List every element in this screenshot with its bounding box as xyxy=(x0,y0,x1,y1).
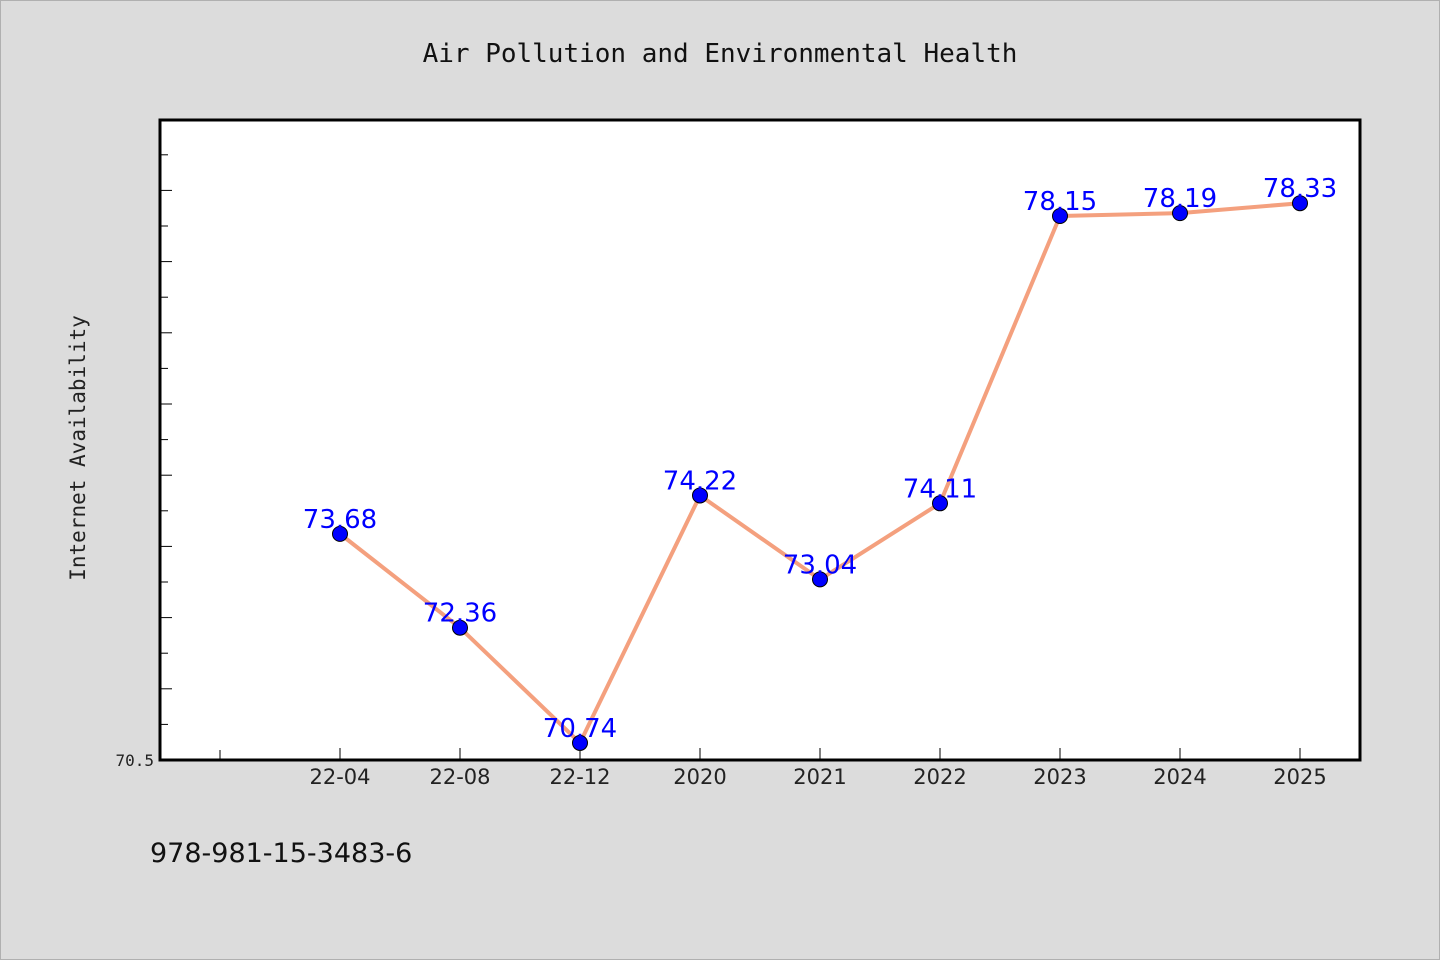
x-tick-label: 2021 xyxy=(793,765,846,789)
data-point xyxy=(332,525,348,542)
data-markers xyxy=(332,195,1308,751)
data-point xyxy=(812,571,828,588)
footnote-isbn: 978-981-15-3483-6 xyxy=(150,838,412,869)
data-label: 78.15 xyxy=(1023,187,1097,217)
data-label: 74.22 xyxy=(663,466,737,496)
data-label: 70.74 xyxy=(543,714,617,744)
plot-border xyxy=(158,118,1362,762)
y-tick-label: 70.5 xyxy=(115,751,154,770)
x-tick-label: 2024 xyxy=(1153,765,1206,789)
x-tick-label: 22-04 xyxy=(309,765,370,789)
data-label: 78.33 xyxy=(1263,174,1337,204)
data-point xyxy=(1292,195,1308,212)
data-label: 78.19 xyxy=(1143,184,1217,214)
y-axis-label: Internet Availability xyxy=(66,315,90,581)
x-tick-label: 2023 xyxy=(1033,765,1086,789)
data-label: 72.36 xyxy=(423,599,497,629)
x-tick-label: 22-08 xyxy=(429,765,490,789)
x-tick-label: 22-12 xyxy=(549,765,610,789)
data-label: 73.68 xyxy=(303,505,377,535)
x-tick-label: 2020 xyxy=(673,765,726,789)
data-labels: 73.68 72.36 70.74 74.22 73.04 74.11 78.15 78.19… xyxy=(303,174,1337,744)
data-point xyxy=(572,734,588,751)
chart-title: Air Pollution and Environmental Health xyxy=(423,39,1018,69)
data-point xyxy=(1052,208,1068,224)
data-label: 73.04 xyxy=(783,550,857,580)
data-label: 74.11 xyxy=(903,474,977,504)
plot-area xyxy=(160,120,1360,760)
x-axis-ticks: 22-04 22-08 22-12 2020 2021 2022 2023 2024 2025 xyxy=(219,748,1327,789)
data-point xyxy=(932,495,948,512)
x-tick-label: 2025 xyxy=(1273,765,1326,789)
data-point xyxy=(452,619,468,636)
data-point xyxy=(1172,205,1188,222)
x-tick-label: 2022 xyxy=(913,765,966,789)
data-point xyxy=(692,487,708,504)
